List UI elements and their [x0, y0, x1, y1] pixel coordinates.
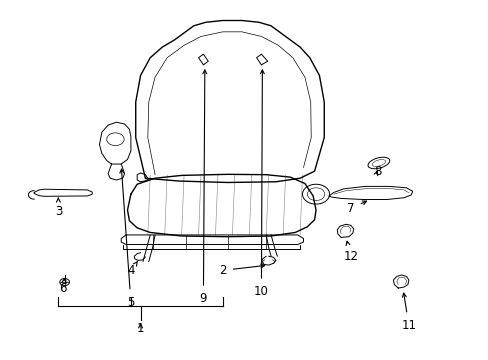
Text: 5: 5 [120, 169, 134, 309]
Text: 7: 7 [346, 201, 366, 215]
Text: 9: 9 [199, 70, 207, 305]
Text: 4: 4 [127, 261, 137, 277]
Text: 12: 12 [343, 241, 358, 263]
Text: 10: 10 [253, 70, 268, 298]
Text: 8: 8 [373, 165, 380, 177]
Text: 11: 11 [401, 293, 415, 332]
Text: 3: 3 [55, 198, 62, 219]
Text: 1: 1 [137, 322, 144, 336]
Text: 2: 2 [219, 264, 264, 277]
Text: 6: 6 [60, 278, 67, 294]
